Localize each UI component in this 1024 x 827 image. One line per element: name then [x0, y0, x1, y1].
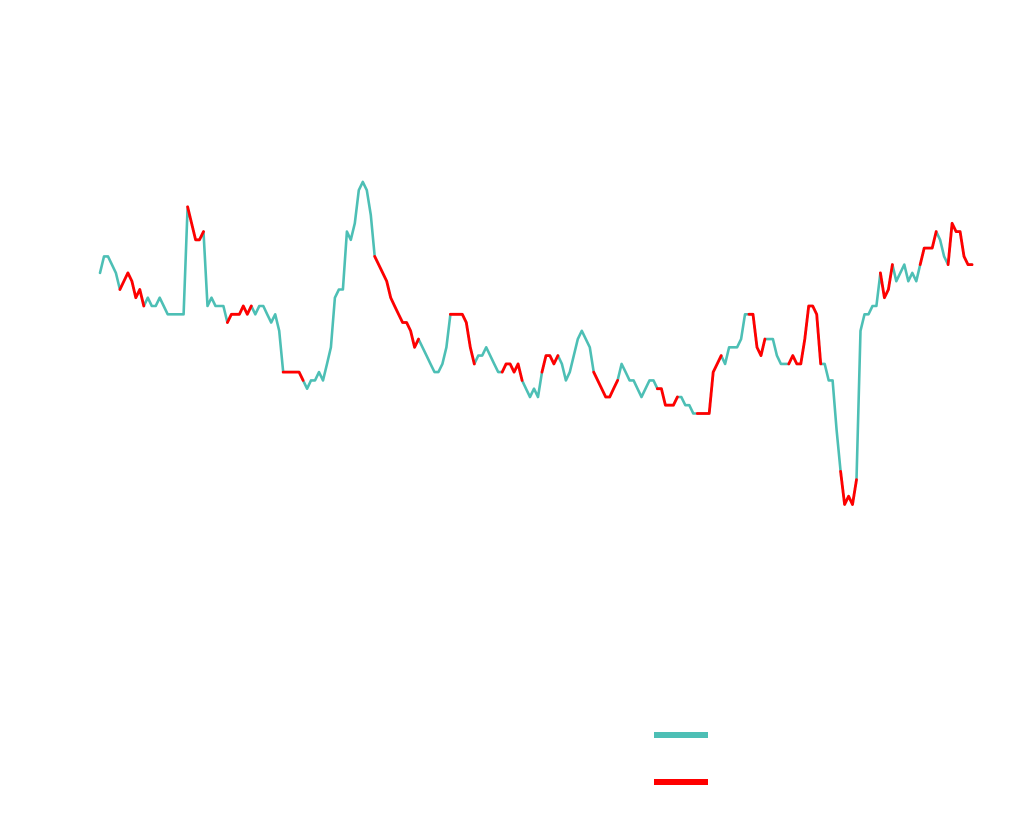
series-line-2-segment-2	[186, 205, 205, 242]
series-line-2-segment-16	[918, 230, 938, 266]
series-line-2-segment-3	[226, 304, 253, 324]
series-line-2-segment-1	[118, 271, 146, 308]
series-line-2-segment-4	[281, 370, 305, 382]
series-line-2-segment-11	[695, 354, 723, 415]
series-line-2-segment-5	[373, 254, 420, 349]
series-line-2-segment-8	[540, 354, 560, 374]
legend	[654, 732, 708, 785]
series-line-2-segment-17	[946, 221, 974, 266]
series-line-2-segment-12	[747, 312, 767, 357]
series-line-2-segment-10	[656, 387, 679, 407]
series-line-2-segment-6	[449, 312, 476, 366]
series-line-2-segment-14	[839, 470, 858, 506]
series-line-2-segment-15	[879, 263, 894, 300]
series-line-1	[98, 180, 974, 506]
series-line-2-segment-13	[787, 304, 823, 366]
series-line-2-segment-9	[592, 370, 619, 399]
series-line-2-segment-7	[500, 362, 524, 382]
plot-area	[98, 180, 974, 506]
